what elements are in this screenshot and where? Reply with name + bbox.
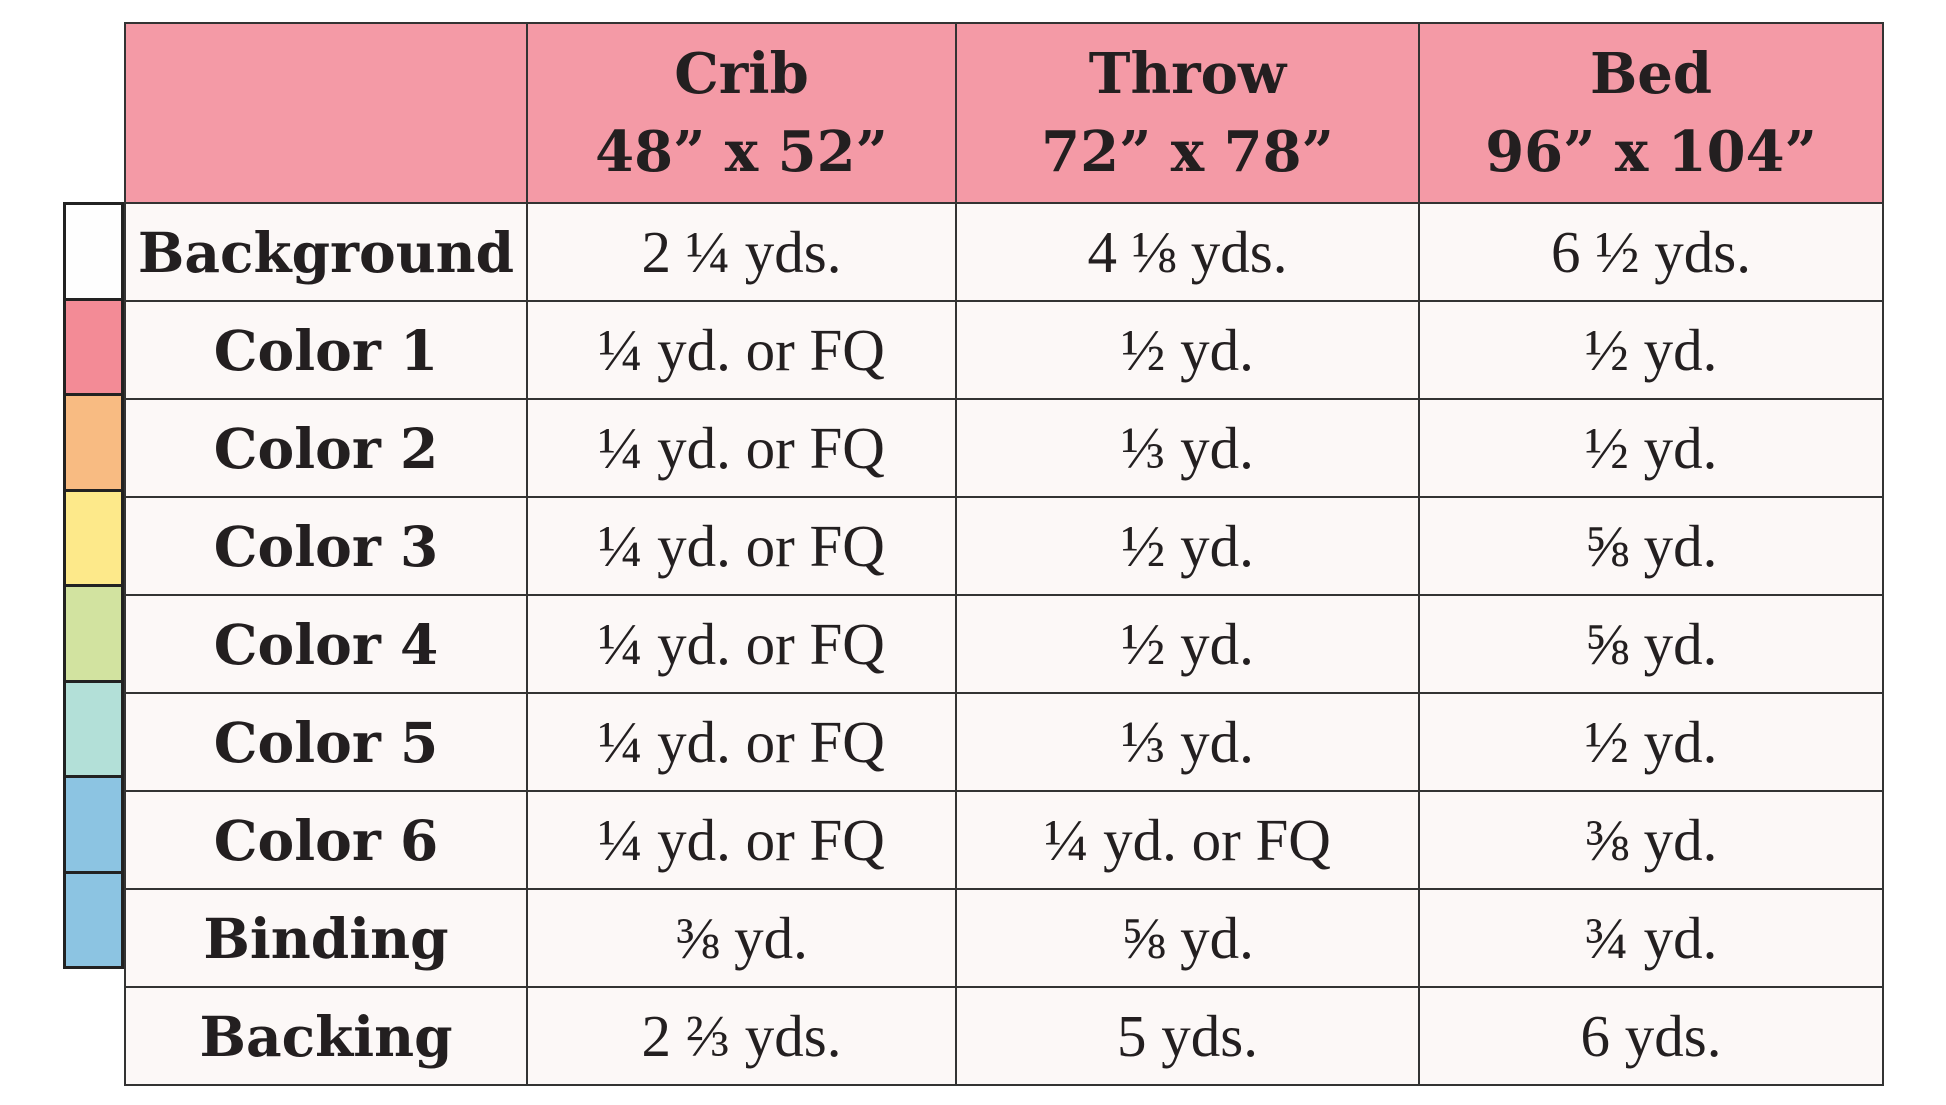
header-corner-cell bbox=[124, 22, 528, 204]
row-label: Backing bbox=[124, 986, 528, 1086]
cell-crib: ¼ yd. or FQ bbox=[526, 790, 957, 890]
header-crib: Crib 48” x 52” bbox=[526, 22, 957, 204]
row-label: Background bbox=[124, 202, 528, 302]
cell-bed: 6 ½ yds. bbox=[1418, 202, 1884, 302]
cell-bed: ½ yd. bbox=[1418, 300, 1884, 400]
row-label: Color 5 bbox=[124, 692, 528, 792]
cell-bed: ⅝ yd. bbox=[1418, 496, 1884, 596]
swatch-binding bbox=[63, 870, 124, 969]
swatch-color-2 bbox=[63, 393, 124, 492]
row-label: Color 1 bbox=[124, 300, 528, 400]
cell-bed: 6 yds. bbox=[1418, 986, 1884, 1086]
cell-throw: ½ yd. bbox=[955, 496, 1420, 596]
header-throw-size: 72” x 78” bbox=[1041, 119, 1334, 185]
header-crib-size: 48” x 52” bbox=[595, 119, 888, 185]
table-row-color-1: Color 1 ¼ yd. or FQ ½ yd. ½ yd. bbox=[124, 300, 1884, 400]
header-row: Crib 48” x 52” Throw 72” x 78” Bed 96” x… bbox=[124, 22, 1884, 204]
header-throw-name: Throw bbox=[1088, 41, 1287, 107]
cell-throw: ¼ yd. or FQ bbox=[955, 790, 1420, 890]
color-swatch-column bbox=[63, 202, 124, 969]
cell-crib: ¼ yd. or FQ bbox=[526, 398, 957, 498]
row-label: Binding bbox=[124, 888, 528, 988]
header-throw: Throw 72” x 78” bbox=[955, 22, 1420, 204]
cell-throw: 4 ⅛ yds. bbox=[955, 202, 1420, 302]
header-crib-name: Crib bbox=[674, 41, 809, 107]
fabric-table: Crib 48” x 52” Throw 72” x 78” Bed 96” x… bbox=[124, 22, 1884, 1086]
table-row-color-3: Color 3 ¼ yd. or FQ ½ yd. ⅝ yd. bbox=[124, 496, 1884, 596]
cell-crib: ¼ yd. or FQ bbox=[526, 594, 957, 694]
cell-throw: 5 yds. bbox=[955, 986, 1420, 1086]
row-label: Color 3 bbox=[124, 496, 528, 596]
header-bed-name: Bed bbox=[1589, 41, 1713, 107]
cell-crib: 2 ¼ yds. bbox=[526, 202, 957, 302]
row-label: Color 6 bbox=[124, 790, 528, 890]
cell-throw: ½ yd. bbox=[955, 594, 1420, 694]
table-row-backing: Backing 2 ⅔ yds. 5 yds. 6 yds. bbox=[124, 986, 1884, 1086]
row-label: Color 4 bbox=[124, 594, 528, 694]
table-row-color-6: Color 6 ¼ yd. or FQ ¼ yd. or FQ ⅜ yd. bbox=[124, 790, 1884, 890]
swatch-color-3 bbox=[63, 488, 124, 587]
cell-bed: ½ yd. bbox=[1418, 692, 1884, 792]
swatch-color-6 bbox=[63, 775, 124, 874]
cell-crib: ¼ yd. or FQ bbox=[526, 496, 957, 596]
cell-bed: ½ yd. bbox=[1418, 398, 1884, 498]
swatch-color-1 bbox=[63, 297, 124, 396]
cell-crib: ¼ yd. or FQ bbox=[526, 692, 957, 792]
table-row-binding: Binding ⅜ yd. ⅝ yd. ¾ yd. bbox=[124, 888, 1884, 988]
table-row-color-4: Color 4 ¼ yd. or FQ ½ yd. ⅝ yd. bbox=[124, 594, 1884, 694]
cell-throw: ⅓ yd. bbox=[955, 692, 1420, 792]
cell-crib: ¼ yd. or FQ bbox=[526, 300, 957, 400]
table-row-color-5: Color 5 ¼ yd. or FQ ⅓ yd. ½ yd. bbox=[124, 692, 1884, 792]
cell-crib: 2 ⅔ yds. bbox=[526, 986, 957, 1086]
cell-throw: ⅝ yd. bbox=[955, 888, 1420, 988]
cell-bed: ¾ yd. bbox=[1418, 888, 1884, 988]
swatch-color-5 bbox=[63, 679, 124, 778]
cell-throw: ½ yd. bbox=[955, 300, 1420, 400]
cell-bed: ⅜ yd. bbox=[1418, 790, 1884, 890]
row-label: Color 2 bbox=[124, 398, 528, 498]
cell-crib: ⅜ yd. bbox=[526, 888, 957, 988]
swatch-background bbox=[63, 202, 124, 301]
table-row-color-2: Color 2 ¼ yd. or FQ ⅓ yd. ½ yd. bbox=[124, 398, 1884, 498]
cell-throw: ⅓ yd. bbox=[955, 398, 1420, 498]
header-bed-size: 96” x 104” bbox=[1485, 119, 1817, 185]
swatch-color-4 bbox=[63, 584, 124, 683]
table-row-background: Background 2 ¼ yds. 4 ⅛ yds. 6 ½ yds. bbox=[124, 202, 1884, 302]
header-bed: Bed 96” x 104” bbox=[1418, 22, 1884, 204]
cell-bed: ⅝ yd. bbox=[1418, 594, 1884, 694]
